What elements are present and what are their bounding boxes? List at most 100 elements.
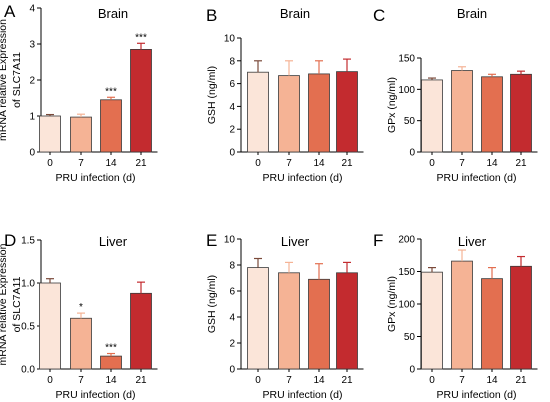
y-tick-label: 2	[229, 125, 235, 136]
y-axis-title: GPx (ng/ml)	[386, 77, 398, 133]
x-axis-title: PRU infection (d)	[56, 172, 136, 184]
x-tick-label: 0	[255, 375, 261, 386]
x-tick-label: 7	[286, 158, 292, 169]
x-tick-label: 21	[135, 158, 147, 169]
bar-0	[421, 79, 443, 153]
bar-21	[336, 71, 358, 153]
y-tick-label: 2	[229, 339, 235, 350]
y-axis-title: GPx (ng/ml)	[386, 276, 398, 332]
panel-letter: E	[206, 231, 217, 250]
bar-21	[510, 265, 532, 370]
x-tick-label: 14	[105, 375, 117, 386]
bar-7	[451, 260, 473, 370]
y-tick-label: 2	[29, 76, 35, 87]
y-tick-label: 6	[229, 287, 235, 298]
y-tick-label: 150	[398, 54, 415, 65]
bar-7	[70, 116, 92, 153]
y-axis-title: mRNA relative Expression	[0, 243, 9, 365]
x-axis-title: PRU infection (d)	[437, 172, 517, 184]
bar-14	[308, 278, 330, 370]
y-axis-title: GSH (ng/ml)	[206, 275, 218, 333]
y-tick-label: 3	[29, 40, 35, 51]
y-tick-label: 10	[224, 235, 236, 246]
panel-title: Liver	[99, 234, 128, 249]
bar-21	[130, 49, 152, 153]
panel-title: Brain	[457, 6, 487, 21]
bar-0	[39, 282, 61, 370]
x-tick-label: 14	[313, 375, 325, 386]
y-tick-label: 150	[398, 267, 415, 278]
x-tick-label: 21	[341, 158, 353, 169]
panel-c: C Brain 0 50 100 150 GPx (ng/ml) 0 7 14 21 PRU infe…	[373, 6, 538, 184]
panel-letter: C	[373, 6, 385, 25]
bar-14	[100, 355, 122, 370]
y-tick-label: 100	[398, 300, 415, 311]
y-tick-label: 0	[409, 148, 415, 159]
x-tick-label: 7	[78, 375, 84, 386]
panel-e: E Liver 0 2 4 6 8 10 GSH (ng/ml) 0 7 14 21 PRU infect…	[206, 231, 364, 401]
bar-7	[70, 317, 92, 370]
bar-0	[247, 267, 269, 370]
y-tick-label: 50	[404, 332, 416, 343]
x-tick-label: 0	[255, 158, 261, 169]
y-tick-label: 4	[229, 313, 235, 324]
y-tick-label: 0.5	[21, 322, 35, 333]
x-tick-label: 14	[313, 158, 325, 169]
panel-letter: F	[373, 231, 383, 250]
x-tick-label: 21	[515, 158, 527, 169]
y-tick-label: 0	[229, 365, 235, 376]
bar-21	[510, 73, 532, 153]
x-tick-label: 14	[486, 158, 498, 169]
panel-b: B Brain 0 2 4 6 8 10 GSH (ng/ml) 0 7 14 21 PRU infect…	[206, 6, 364, 184]
bar-7	[278, 272, 300, 370]
y-tick-label: 1.5	[21, 236, 35, 247]
y-tick-label: 200	[398, 235, 415, 246]
y-axis-title: GSH (ng/ml)	[206, 66, 218, 124]
x-axis-title: PRU infection (d)	[263, 172, 343, 184]
y-tick-label: 0.0	[21, 365, 35, 376]
y-tick-label: 4	[229, 102, 235, 113]
significance-label: *	[79, 302, 83, 313]
bar-14	[308, 73, 330, 153]
panel-d: D Liver 0.0 0.5 1.0 1.5 mRNA relative Expressi…	[0, 231, 158, 401]
panel-f: F Liver 0 50 100 150 200 GPx (ng/ml) 0 7 14 21 PRU i…	[373, 231, 538, 401]
panel-title: Liver	[458, 234, 487, 249]
x-axis-title: PRU infection (d)	[56, 389, 136, 401]
x-axis-title: PRU infection (d)	[437, 389, 517, 401]
x-tick-label: 0	[429, 158, 435, 169]
significance-label: ***	[135, 32, 147, 43]
bar-0	[421, 271, 443, 370]
x-tick-label: 14	[105, 158, 117, 169]
bar-0	[247, 71, 269, 153]
bar-7	[451, 70, 473, 153]
x-tick-label: 21	[135, 375, 147, 386]
y-tick-label: 100	[398, 85, 415, 96]
x-tick-label: 7	[286, 375, 292, 386]
panel-letter: A	[4, 2, 16, 21]
y-tick-label: 8	[229, 261, 235, 272]
y-tick-label: 0	[229, 148, 235, 159]
y-tick-label: 6	[229, 79, 235, 90]
x-tick-label: 0	[47, 158, 53, 169]
x-tick-label: 0	[429, 375, 435, 386]
bar-21	[336, 272, 358, 370]
x-axis-title: PRU infection (d)	[263, 389, 343, 401]
y-tick-label: 8	[229, 56, 235, 67]
y-tick-label: 50	[404, 116, 416, 127]
significance-label: ***	[105, 343, 117, 354]
panel-title: Brain	[98, 6, 128, 21]
y-tick-label: 0	[29, 148, 35, 159]
y-tick-label: 10	[224, 34, 236, 45]
bar-14	[481, 278, 503, 370]
x-tick-label: 7	[78, 158, 84, 169]
panel-letter: D	[4, 231, 16, 250]
x-tick-label: 14	[486, 375, 498, 386]
y-axis-title: of SLC7A11	[11, 276, 23, 332]
x-tick-label: 7	[459, 158, 465, 169]
y-tick-label: 1	[29, 112, 35, 123]
x-tick-label: 7	[459, 375, 465, 386]
bar-0	[39, 115, 61, 153]
y-tick-label: 1.0	[21, 279, 35, 290]
